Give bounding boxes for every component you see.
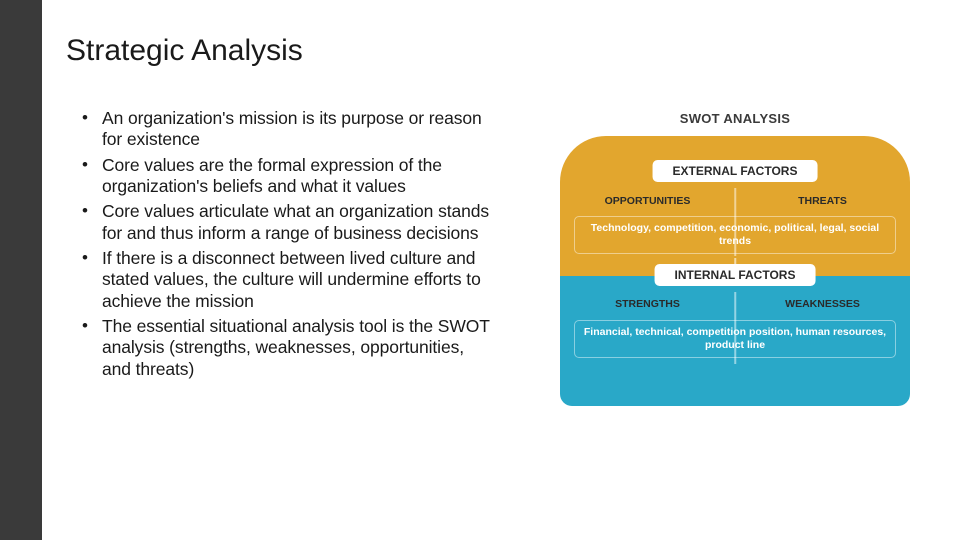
internal-description: Financial, technical, competition positi… <box>574 320 896 358</box>
connector-icon <box>734 258 736 276</box>
list-item: An organization's mission is its purpose… <box>78 108 496 151</box>
list-item: Core values are the formal expression of… <box>78 155 496 198</box>
swot-title: SWOT ANALYSIS <box>550 111 920 126</box>
list-item: If there is a disconnect between lived c… <box>78 248 496 312</box>
internal-factors-block: INTERNAL FACTORS STRENGTHS WEAKNESSES Fi… <box>560 276 910 406</box>
external-description: Technology, competition, economic, polit… <box>574 216 896 254</box>
list-item: The essential situational analysis tool … <box>78 316 496 380</box>
threats-label: THREATS <box>739 195 907 207</box>
weaknesses-label: WEAKNESSES <box>739 298 907 310</box>
external-sublabels: OPPORTUNITIES THREATS <box>560 195 910 207</box>
internal-sublabels: STRENGTHS WEAKNESSES <box>560 298 910 310</box>
list-item: Core values articulate what an organizat… <box>78 201 496 244</box>
sidebar <box>0 0 42 540</box>
swot-diagram: SWOT ANALYSIS EXTERNAL FACTORS OPPORTUNI… <box>550 105 920 420</box>
external-header-label: EXTERNAL FACTORS <box>653 160 818 182</box>
opportunities-label: OPPORTUNITIES <box>564 195 732 207</box>
bullet-list: An organization's mission is its purpose… <box>78 108 496 384</box>
swot-body: EXTERNAL FACTORS OPPORTUNITIES THREATS T… <box>560 136 910 406</box>
external-factors-block: EXTERNAL FACTORS OPPORTUNITIES THREATS T… <box>560 136 910 276</box>
strengths-label: STRENGTHS <box>564 298 732 310</box>
slide: Strategic Analysis An organization's mis… <box>0 0 960 540</box>
slide-title: Strategic Analysis <box>66 34 303 68</box>
